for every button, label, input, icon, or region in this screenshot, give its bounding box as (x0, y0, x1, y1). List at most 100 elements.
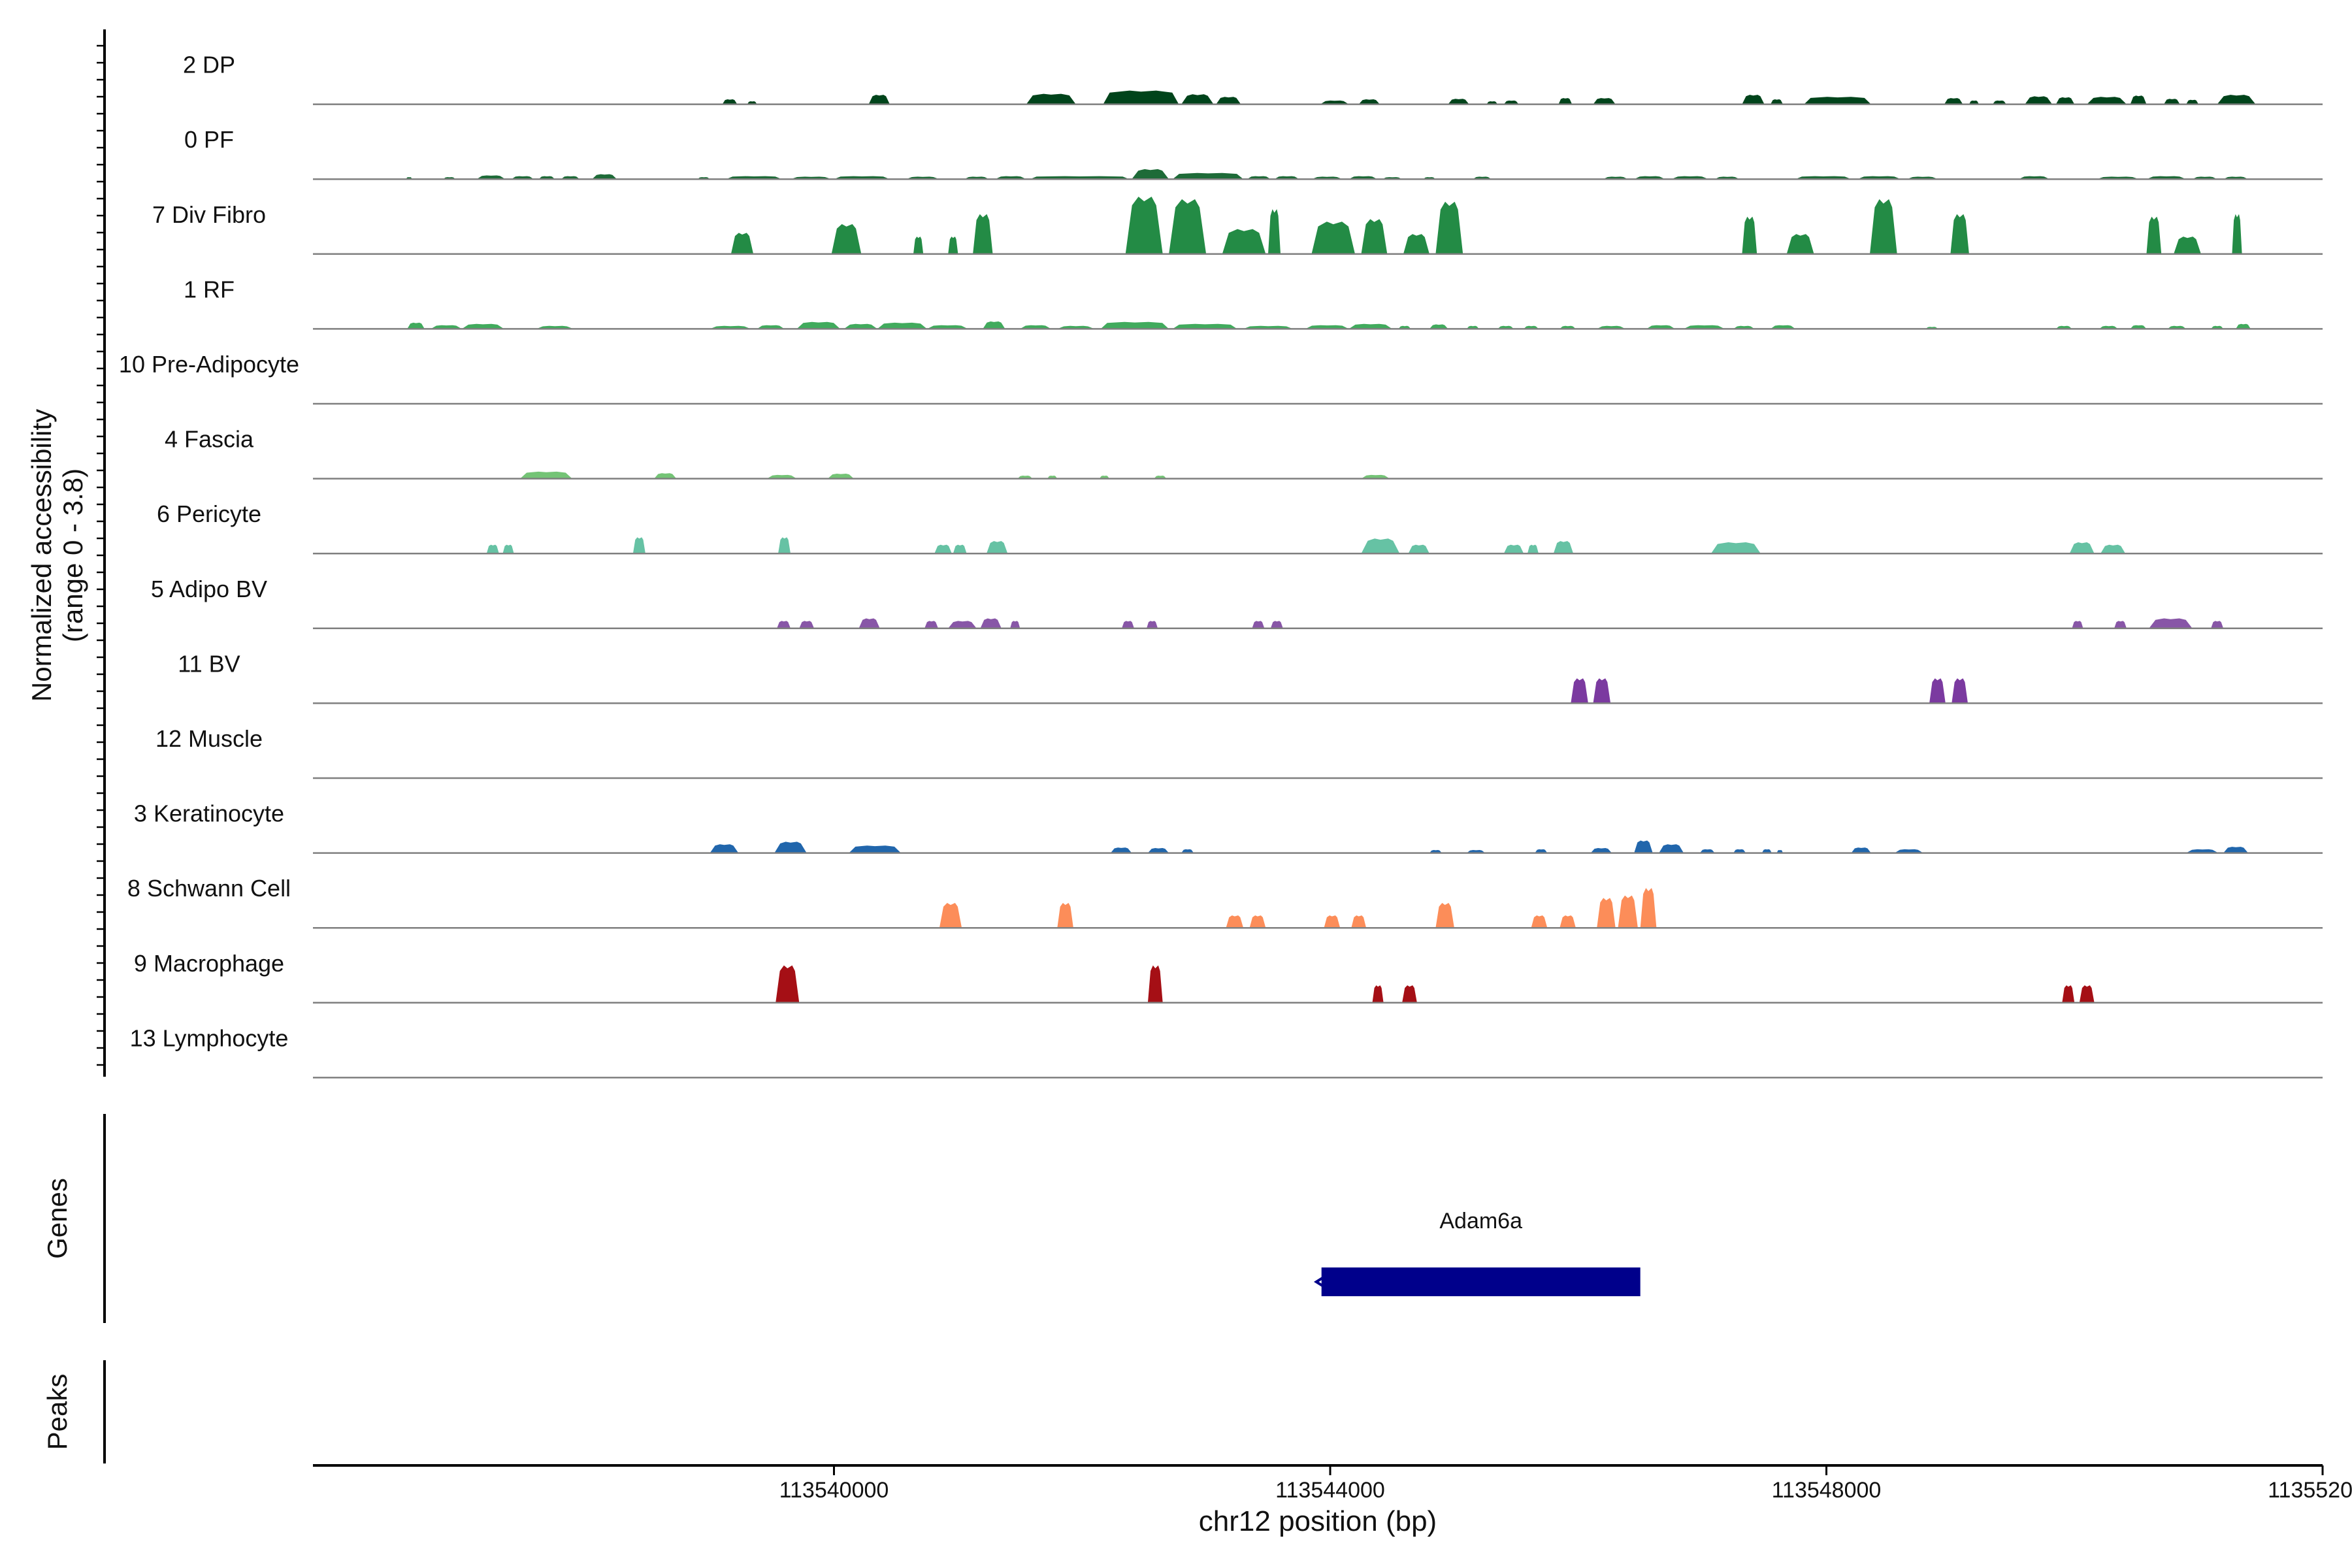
coverage-peak (2114, 621, 2127, 629)
coverage-tracks: 2 DP 0 PF 7 Div Fibro 1 RF 10 Pre-Adipocyte 4… (119, 52, 2323, 1079)
coverage-peak (1010, 621, 1021, 629)
coverage-peak (592, 174, 617, 180)
coverage-peak (796, 321, 840, 329)
coverage-peak (1894, 849, 1923, 853)
coverage-peak (2069, 542, 2095, 554)
coverage-peak (1361, 219, 1388, 254)
coverage-peak (831, 224, 862, 254)
coverage-peak (1503, 544, 1524, 554)
coverage-peak (2025, 96, 2053, 105)
coverage-peak (2062, 985, 2075, 1003)
coverage-peak (2174, 237, 2201, 254)
coverage-peak (2211, 621, 2224, 629)
coverage-peak (1147, 621, 1158, 629)
track-1: 2 DP (183, 52, 2323, 105)
track-3: 7 Div Fibro (152, 197, 2323, 255)
x-axis-title: chr12 position (bp) (1199, 1505, 1437, 1537)
coverage-y-minor-ticks (97, 44, 105, 1066)
coverage-peak (1640, 888, 1657, 928)
coverage-peak (1172, 323, 1237, 329)
coverage-peak (1593, 678, 1611, 704)
track-label: 0 PF (184, 126, 234, 153)
coverage-peak (1531, 915, 1548, 928)
coverage-peak (1771, 99, 1783, 105)
coverage-peak (1057, 903, 1073, 928)
coverage-peak (1944, 98, 1963, 105)
x-axis-ticks: 113540000 113544000 113548000 113552000 (779, 1465, 2352, 1503)
coverage-peak (1571, 678, 1588, 704)
coverage-peak (1870, 199, 1897, 254)
coverage-peak (2186, 849, 2219, 853)
coverage-peak (502, 544, 514, 554)
track-12: 8 Schwann Cell (127, 875, 2323, 929)
coverage-peak (953, 544, 967, 554)
coverage-peak (461, 323, 504, 329)
coverage-peak (1348, 323, 1392, 329)
genes-panel-label: Genes (42, 1178, 73, 1259)
coverage-peak (1968, 100, 1979, 105)
coverage-peak (948, 237, 958, 254)
gene-name-label: Adam6a (1439, 1209, 1522, 1233)
x-axis: 113540000 113544000 113548000 113552000 chr… (313, 1464, 2352, 1537)
coverage-peak (1646, 325, 1675, 329)
track-10: 12 Muscle (155, 725, 2323, 779)
coverage-peak (1110, 847, 1132, 853)
coverage-peak (924, 621, 938, 629)
coverage-peak (1553, 541, 1574, 554)
coverage-peak (1358, 99, 1380, 105)
track-label: 4 Fascia (165, 426, 254, 453)
coverage-peak (1026, 93, 1076, 105)
coverage-y-label-line2: (range 0 - 3.8) (57, 468, 88, 642)
coverage-peak (939, 903, 962, 928)
track-label: 2 DP (183, 52, 235, 78)
coverage-peak (1147, 848, 1169, 853)
track-label: 1 RF (184, 276, 235, 302)
coverage-peak (828, 474, 854, 479)
coverage-peak (1503, 100, 1519, 105)
coverage-peak (1222, 229, 1266, 254)
coverage-peak (2130, 325, 2147, 329)
coverage-peak (1216, 97, 1241, 105)
coverage-peak (1590, 848, 1612, 853)
coverage-peak (849, 845, 901, 853)
track-label: 8 Schwann Cell (127, 875, 291, 902)
coverage-peak (926, 325, 968, 329)
coverage-peak (1169, 199, 1207, 254)
coverage-panel: Normalized accessibility (range 0 - 3.8)… (26, 29, 2323, 1079)
coverage-peak (987, 541, 1008, 554)
track-label: 13 Lymphocyte (130, 1024, 289, 1051)
coverage-peak (1659, 844, 1684, 853)
coverage-peak (520, 471, 572, 479)
coverage-peak (757, 325, 785, 329)
coverage-peak (1403, 234, 1429, 254)
x-tick-label: 113548000 (1772, 1478, 1882, 1503)
coverage-peak (2130, 95, 2147, 105)
coverage-peak (877, 322, 927, 329)
coverage-peak (1249, 915, 1266, 928)
coverage-peak (2146, 216, 2162, 254)
coverage-peak (2232, 214, 2242, 254)
coverage-peak (1851, 847, 1871, 853)
track-label: 12 Muscle (155, 725, 263, 752)
coverage-peak (948, 621, 977, 629)
coverage-peak (2149, 618, 2193, 629)
coverage-peak (1593, 98, 1616, 105)
coverage-peak (1771, 325, 1795, 329)
coverage-peak (1527, 544, 1539, 554)
coverage-peak (1020, 325, 1051, 329)
coverage-peak (2236, 323, 2251, 329)
coverage-peak (1181, 849, 1194, 853)
coverage-peak (1361, 538, 1400, 554)
coverage-peak (1952, 678, 1968, 704)
coverage-peak (777, 621, 791, 629)
peaks-panel-label: Peaks (42, 1374, 73, 1450)
coverage-peak (1132, 169, 1169, 180)
track-2: 0 PF (184, 126, 2323, 180)
track-label: 7 Div Fibro (152, 201, 266, 228)
coverage-peak (1992, 100, 2006, 105)
coverage-peak (1103, 90, 1179, 105)
coverage-peak (1761, 849, 1772, 853)
coverage-peak (1710, 542, 1761, 554)
coverage-peak (858, 618, 880, 629)
coverage-peak (1634, 840, 1653, 853)
